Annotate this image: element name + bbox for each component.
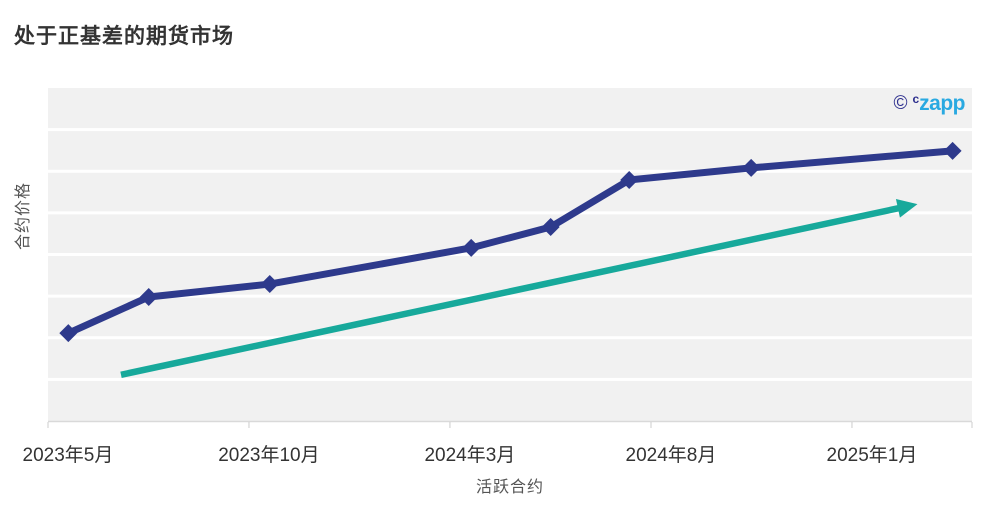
x-axis-title: 活跃合约: [475, 479, 545, 496]
x-axis-tick-label: 2023年5月: [22, 445, 114, 466]
series-marker[interactable]: [59, 324, 78, 343]
teal-trend-arrow-line[interactable]: [120, 204, 901, 378]
x-axis-tick-label: 2024年8月: [625, 445, 717, 466]
x-axis-tick-label: 2023年10月: [218, 445, 320, 466]
copyright-icon: ©: [893, 92, 908, 114]
series-marker[interactable]: [462, 238, 481, 257]
series-marker[interactable]: [139, 287, 158, 306]
series-marker[interactable]: [620, 170, 639, 189]
navy-diamond-series-line[interactable]: [64, 147, 957, 337]
x-axis-tick-label: 2025年1月: [826, 445, 918, 466]
series-marker[interactable]: [943, 141, 962, 160]
chart-title: 处于正基差的期货市场: [14, 24, 234, 48]
y-axis-title: 合约价格: [15, 181, 32, 251]
teal-trend-arrow-head: [895, 199, 918, 218]
series-marker[interactable]: [742, 158, 761, 177]
x-axis-tick-label: 2024年3月: [424, 445, 516, 466]
czapp-logo: © c zapp: [893, 91, 965, 115]
czapp-wordmark: zapp: [919, 91, 965, 115]
czapp-c-mark: c: [912, 92, 920, 106]
series-marker[interactable]: [260, 275, 279, 294]
series-marker[interactable]: [541, 218, 560, 237]
